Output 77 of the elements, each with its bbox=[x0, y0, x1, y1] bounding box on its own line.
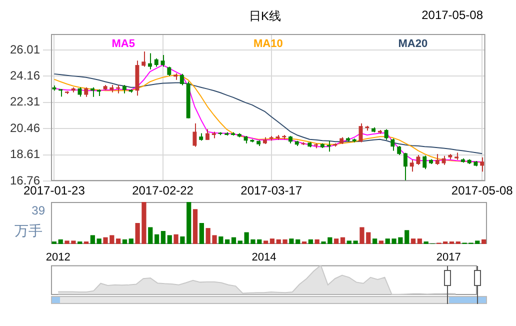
bar bbox=[296, 239, 300, 244]
bar bbox=[78, 241, 82, 244]
bar bbox=[180, 236, 185, 244]
bar bbox=[160, 230, 166, 244]
bar bbox=[353, 240, 358, 244]
bar bbox=[218, 236, 224, 244]
x-tick-label: 2012 bbox=[46, 252, 70, 264]
bar bbox=[378, 240, 384, 244]
candlestick bbox=[160, 54, 165, 68]
bar bbox=[481, 239, 486, 244]
bar bbox=[340, 237, 346, 244]
bar bbox=[116, 238, 121, 244]
bar bbox=[225, 239, 230, 244]
text: MA5 bbox=[112, 38, 135, 50]
bar bbox=[52, 241, 57, 244]
bar bbox=[192, 209, 198, 244]
candlestick bbox=[410, 159, 414, 172]
y-tick-label: 20.46 bbox=[10, 120, 40, 135]
bar bbox=[334, 238, 339, 244]
bar bbox=[289, 238, 294, 244]
bar bbox=[404, 230, 410, 244]
candlestick bbox=[390, 138, 395, 152]
bar bbox=[449, 241, 454, 244]
candlestick bbox=[422, 155, 427, 170]
bar bbox=[410, 238, 416, 244]
candlestick bbox=[205, 128, 210, 140]
bar bbox=[231, 237, 236, 244]
y-tick-label: 24.16 bbox=[10, 68, 40, 83]
text: MA10 bbox=[253, 38, 283, 50]
candlestick bbox=[326, 140, 331, 152]
candlestick bbox=[403, 152, 408, 181]
candlestick bbox=[142, 51, 146, 68]
bar bbox=[302, 241, 307, 244]
x-tick-label: 2017-05-08 bbox=[451, 184, 514, 198]
chart-subtitle: 2017-05-08 bbox=[422, 8, 483, 22]
bar bbox=[128, 238, 134, 244]
bar bbox=[372, 238, 378, 244]
chart-title: 日K线 bbox=[248, 8, 282, 25]
bar bbox=[308, 239, 313, 244]
bar bbox=[238, 240, 242, 244]
y-axis-title: 万手 bbox=[14, 222, 42, 238]
candlestick bbox=[384, 128, 388, 140]
candlestick bbox=[167, 66, 172, 77]
bar bbox=[456, 241, 460, 244]
y-tick-label: 18.61 bbox=[10, 147, 40, 162]
candlestick bbox=[78, 86, 82, 98]
x-tick-label: 2017 bbox=[436, 252, 461, 264]
bar bbox=[154, 234, 160, 244]
bar bbox=[199, 223, 204, 244]
candlestick bbox=[84, 86, 88, 98]
bar bbox=[58, 239, 63, 244]
bar bbox=[270, 238, 275, 244]
bar bbox=[314, 239, 320, 244]
x-tick-label: 2017-03-17 bbox=[240, 184, 302, 198]
bar bbox=[148, 227, 153, 244]
bar bbox=[122, 239, 128, 244]
bar bbox=[186, 202, 192, 244]
bar bbox=[90, 235, 95, 244]
text: MA20 bbox=[398, 38, 428, 50]
bar bbox=[174, 234, 178, 244]
bar bbox=[443, 241, 448, 244]
bar bbox=[84, 241, 89, 244]
y-tick-label: 26.01 bbox=[10, 42, 40, 56]
candlestick bbox=[480, 156, 484, 172]
x-tick-label: 2017-02-22 bbox=[132, 184, 194, 198]
candlestick bbox=[435, 153, 440, 166]
bar bbox=[346, 240, 352, 244]
candlestick bbox=[192, 122, 197, 148]
candlestick bbox=[416, 154, 420, 166]
candlestick bbox=[180, 73, 184, 86]
bar bbox=[417, 238, 422, 244]
text: 39 bbox=[32, 203, 46, 218]
y-tick-label: 22.31 bbox=[10, 94, 40, 109]
bar bbox=[167, 235, 172, 244]
bar bbox=[96, 238, 102, 244]
bar bbox=[263, 240, 268, 244]
x-tick-label: 2014 bbox=[252, 252, 276, 264]
